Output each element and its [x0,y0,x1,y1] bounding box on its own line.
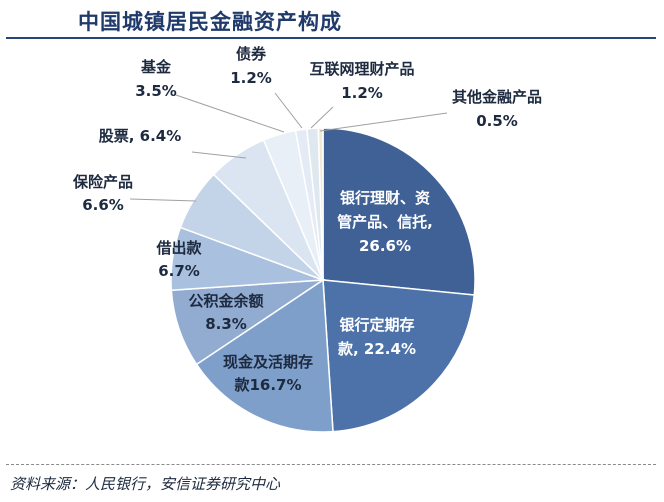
slice-label-cash-demand: 现金及活期存款16.7% [223,353,313,394]
pie-slice-cash-demand [195,278,334,433]
chart-title: 中国城镇居民金融资产构成 [78,9,342,34]
slice-label-stock: 股票, 6.4% [99,127,182,145]
leader-line-insurance [129,198,197,202]
slice-label-internet-wealth: 互联网理财产品 1.2% [309,60,414,102]
source-note: 资料来源：人民银行，安信证券研究中心 [10,475,281,493]
leader-line-fund [175,94,285,133]
slice-label-other: 其他金融产品 0.5% [452,88,542,130]
slice-label-loan-out: 借出款 6.7% [155,239,202,280]
slice-label-fund: 基金 3.5% [135,58,177,100]
pie-slice-time-deposit [322,279,476,433]
pie-slice-other [317,127,324,281]
slice-label-bond: 债券 1.2% [230,45,272,87]
pie-slice-bank-wealth [322,127,476,296]
slice-label-time-deposit: 银行定期存款, 22.4% [338,316,416,358]
leader-line-bond [274,92,303,129]
slice-label-bank-wealth: 银行理财、资管产品、信托, 26.6% [337,189,433,255]
leader-line-internet-wealth [310,106,334,129]
title-divider [6,37,656,39]
slice-label-housing-fund: 公积金余额 8.3% [188,292,263,333]
slice-label-insurance: 保险产品 6.6% [72,173,133,214]
leader-line-other [319,112,448,132]
source-divider [6,464,656,465]
leader-line-stock [191,151,247,159]
